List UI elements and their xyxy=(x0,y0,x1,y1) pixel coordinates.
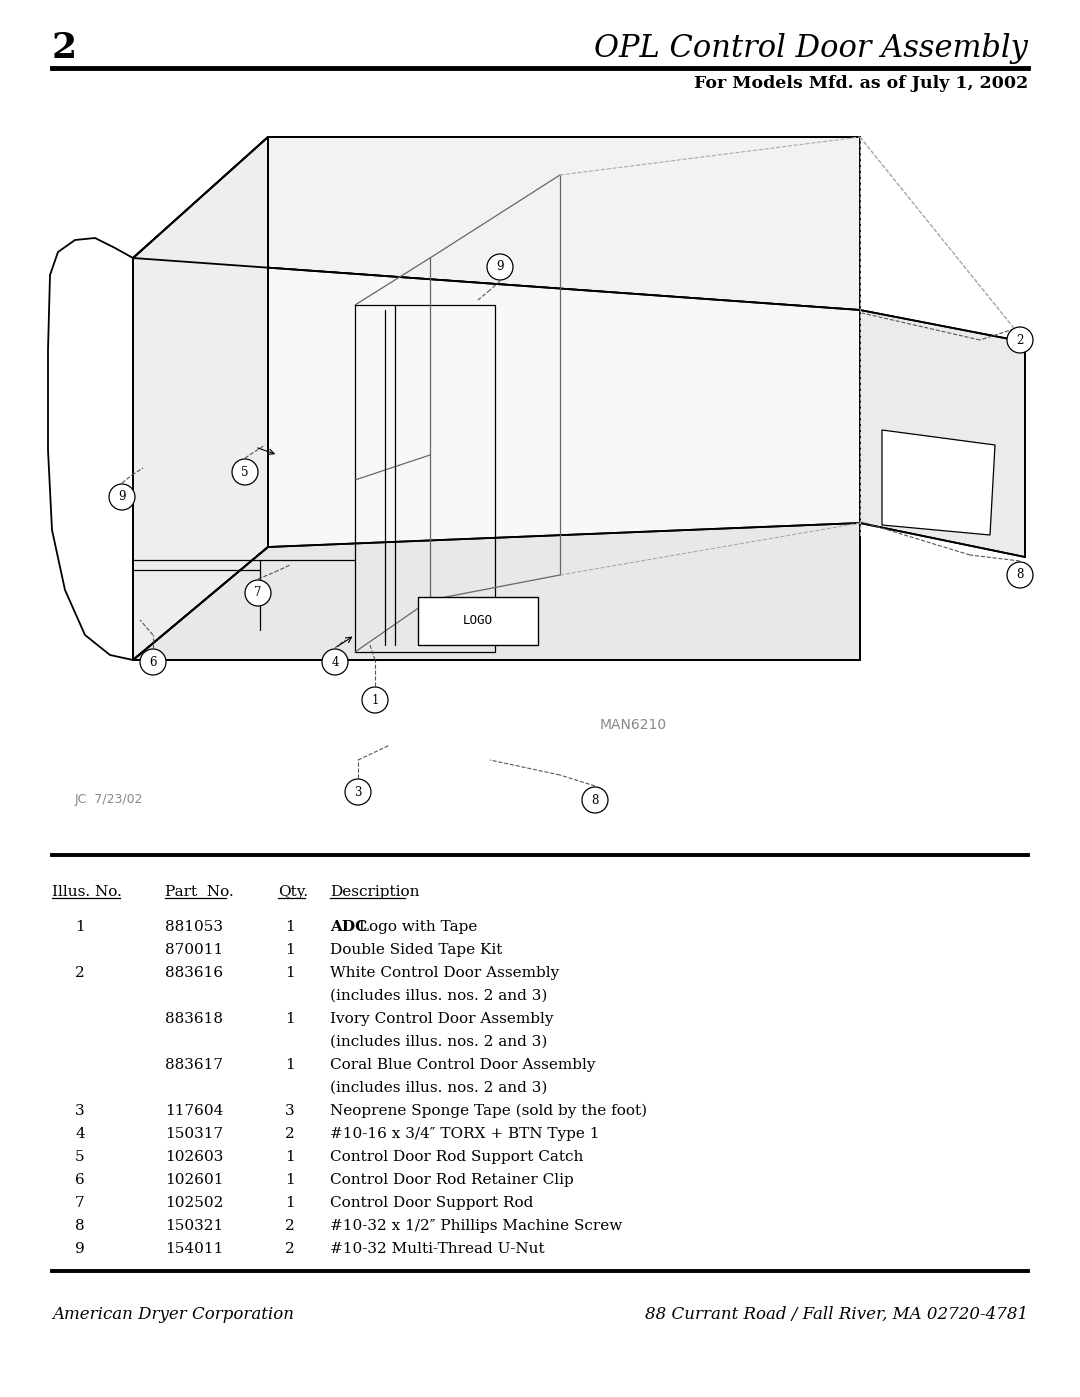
Text: 102603: 102603 xyxy=(165,1150,224,1164)
Text: #10-16 x 3/4″ TORX + BTN Type 1: #10-16 x 3/4″ TORX + BTN Type 1 xyxy=(330,1127,599,1141)
Text: 8: 8 xyxy=(592,793,598,806)
Text: Double Sided Tape Kit: Double Sided Tape Kit xyxy=(330,943,502,957)
Text: MAN6210: MAN6210 xyxy=(600,718,667,732)
Text: 883616: 883616 xyxy=(165,965,224,981)
Circle shape xyxy=(1007,562,1032,588)
Circle shape xyxy=(245,580,271,606)
Text: 8: 8 xyxy=(76,1220,85,1234)
Circle shape xyxy=(1007,327,1032,353)
Circle shape xyxy=(109,483,135,510)
Text: 4: 4 xyxy=(332,655,339,669)
Text: (includes illus. nos. 2 and 3): (includes illus. nos. 2 and 3) xyxy=(330,989,548,1003)
Text: 1: 1 xyxy=(76,921,85,935)
Polygon shape xyxy=(133,137,268,659)
Text: (includes illus. nos. 2 and 3): (includes illus. nos. 2 and 3) xyxy=(330,1081,548,1095)
Text: OPL Control Door Assembly: OPL Control Door Assembly xyxy=(594,32,1028,63)
Text: Control Door Support Rod: Control Door Support Rod xyxy=(330,1196,534,1210)
Text: 6: 6 xyxy=(149,655,157,669)
Text: 3: 3 xyxy=(354,785,362,799)
Text: ADC: ADC xyxy=(330,921,367,935)
Text: American Dryer Corporation: American Dryer Corporation xyxy=(52,1306,294,1323)
Polygon shape xyxy=(133,522,860,659)
Text: 3: 3 xyxy=(285,1104,295,1118)
Text: 1: 1 xyxy=(285,1150,295,1164)
Circle shape xyxy=(322,650,348,675)
Polygon shape xyxy=(133,137,860,310)
Text: Illus. No.: Illus. No. xyxy=(52,886,122,900)
Text: 883618: 883618 xyxy=(165,1011,222,1025)
Text: Qty.: Qty. xyxy=(278,886,308,900)
Text: 1: 1 xyxy=(285,1196,295,1210)
Text: Coral Blue Control Door Assembly: Coral Blue Control Door Assembly xyxy=(330,1058,595,1071)
Text: 2: 2 xyxy=(52,31,77,66)
Polygon shape xyxy=(882,430,995,535)
Circle shape xyxy=(582,787,608,813)
Text: 870011: 870011 xyxy=(165,943,224,957)
Text: 102601: 102601 xyxy=(165,1173,224,1187)
Text: 7: 7 xyxy=(76,1196,85,1210)
Text: JC  7/23/02: JC 7/23/02 xyxy=(75,793,144,806)
Text: Control Door Rod Retainer Clip: Control Door Rod Retainer Clip xyxy=(330,1173,573,1187)
Circle shape xyxy=(232,460,258,485)
Text: 1: 1 xyxy=(285,1011,295,1025)
Text: #10-32 Multi-Thread U-Nut: #10-32 Multi-Thread U-Nut xyxy=(330,1242,544,1256)
Text: Logo with Tape: Logo with Tape xyxy=(354,921,477,935)
Text: 1: 1 xyxy=(285,1058,295,1071)
Text: 2: 2 xyxy=(285,1242,295,1256)
Text: For Models Mfd. as of July 1, 2002: For Models Mfd. as of July 1, 2002 xyxy=(693,75,1028,92)
Text: 2: 2 xyxy=(285,1220,295,1234)
Text: 117604: 117604 xyxy=(165,1104,224,1118)
Text: 2: 2 xyxy=(76,965,85,981)
Text: 1: 1 xyxy=(372,693,379,707)
Text: Neoprene Sponge Tape (sold by the foot): Neoprene Sponge Tape (sold by the foot) xyxy=(330,1104,647,1119)
Text: 154011: 154011 xyxy=(165,1242,224,1256)
Text: (includes illus. nos. 2 and 3): (includes illus. nos. 2 and 3) xyxy=(330,1035,548,1049)
Polygon shape xyxy=(418,597,538,645)
Text: LOGO: LOGO xyxy=(463,615,492,627)
Circle shape xyxy=(487,254,513,279)
Text: Control Door Rod Support Catch: Control Door Rod Support Catch xyxy=(330,1150,583,1164)
Text: 5: 5 xyxy=(76,1150,85,1164)
Text: Description: Description xyxy=(330,886,419,900)
Text: 7: 7 xyxy=(254,587,261,599)
Text: 1: 1 xyxy=(285,921,295,935)
Text: 881053: 881053 xyxy=(165,921,222,935)
Text: Ivory Control Door Assembly: Ivory Control Door Assembly xyxy=(330,1011,554,1025)
Text: Part  No.: Part No. xyxy=(165,886,233,900)
Text: 9: 9 xyxy=(496,260,503,274)
Polygon shape xyxy=(133,258,860,659)
Text: 2: 2 xyxy=(1016,334,1024,346)
Polygon shape xyxy=(860,310,1025,557)
Text: 88 Currant Road / Fall River, MA 02720-4781: 88 Currant Road / Fall River, MA 02720-4… xyxy=(645,1306,1028,1323)
Text: 150317: 150317 xyxy=(165,1127,224,1141)
Text: 9: 9 xyxy=(118,490,125,503)
Text: 1: 1 xyxy=(285,943,295,957)
Circle shape xyxy=(140,650,166,675)
Text: 8: 8 xyxy=(1016,569,1024,581)
Text: 5: 5 xyxy=(241,465,248,479)
Text: 150321: 150321 xyxy=(165,1220,224,1234)
Text: 9: 9 xyxy=(76,1242,85,1256)
Circle shape xyxy=(345,780,372,805)
Text: 1: 1 xyxy=(285,965,295,981)
Text: 6: 6 xyxy=(76,1173,85,1187)
Text: 2: 2 xyxy=(285,1127,295,1141)
Text: 4: 4 xyxy=(76,1127,85,1141)
Text: White Control Door Assembly: White Control Door Assembly xyxy=(330,965,559,981)
Text: 3: 3 xyxy=(76,1104,85,1118)
Text: 883617: 883617 xyxy=(165,1058,222,1071)
Text: 102502: 102502 xyxy=(165,1196,224,1210)
Text: 1: 1 xyxy=(285,1173,295,1187)
Circle shape xyxy=(362,687,388,712)
Text: #10-32 x 1/2″ Phillips Machine Screw: #10-32 x 1/2″ Phillips Machine Screw xyxy=(330,1220,622,1234)
